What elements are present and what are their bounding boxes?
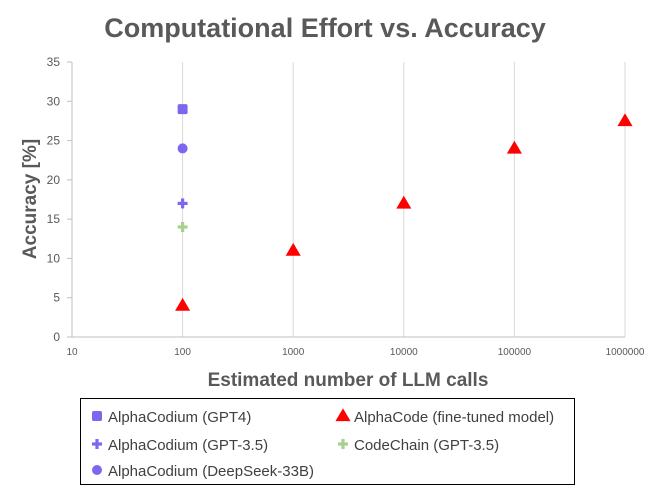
y-tick-label: 15 <box>47 212 61 226</box>
legend-label: AlphaCodium (GPT4) <box>108 409 251 426</box>
x-tick-label: 10 <box>66 347 78 358</box>
x-tick-label: 1000 <box>282 347 305 358</box>
legend-marker-circle <box>92 465 102 475</box>
legend-box <box>80 398 575 485</box>
y-axis-title: Accuracy [%] <box>20 139 41 259</box>
legend-marker-square <box>92 411 102 421</box>
y-tick-label: 20 <box>47 173 61 187</box>
y-tick-label: 25 <box>47 134 61 148</box>
y-tick-labels: 0 5 10 15 20 25 30 35 <box>47 55 61 344</box>
data-point-circle <box>177 143 188 154</box>
legend-label: AlphaCode (fine-tuned model) <box>354 409 554 426</box>
x-axis-title: Estimated number of LLM calls <box>208 370 489 391</box>
legend: AlphaCodium (GPT4) AlphaCode (fine-tuned … <box>80 398 575 485</box>
legend-marker-plus <box>338 439 348 449</box>
legend-label: CodeChain (GPT-3.5) <box>354 437 499 454</box>
data-point-triangle <box>175 297 191 311</box>
data-point-plus <box>177 222 188 232</box>
y-tick-label: 10 <box>47 251 61 265</box>
legend-marker-plus <box>92 439 102 449</box>
x-tick-label: 1000000 <box>606 347 645 358</box>
data-point-plus <box>177 198 188 209</box>
y-tick-label: 0 <box>53 330 60 344</box>
data-point-triangle <box>396 195 412 209</box>
data-point-square <box>177 104 188 115</box>
y-tick-label: 5 <box>53 291 60 305</box>
data-points <box>175 104 633 311</box>
chart-title: Computational Effort vs. Accuracy <box>104 13 546 43</box>
x-tick-label: 100000 <box>498 347 532 358</box>
y-tick-label: 30 <box>47 94 61 108</box>
data-point-triangle <box>617 113 633 127</box>
x-tick-labels: 10 100 1000 10000 100000 1000000 <box>66 347 644 358</box>
y-tick-label: 35 <box>47 55 61 69</box>
x-tick-label: 10000 <box>390 347 418 358</box>
data-point-triangle <box>506 140 522 154</box>
x-tick-label: 100 <box>174 347 191 358</box>
axes <box>67 61 625 338</box>
legend-label: AlphaCodium (GPT-3.5) <box>108 437 268 454</box>
legend-marker-triangle <box>335 408 351 422</box>
data-point-triangle <box>285 242 301 256</box>
legend-label: AlphaCodium (DeepSeek-33B) <box>108 463 314 480</box>
